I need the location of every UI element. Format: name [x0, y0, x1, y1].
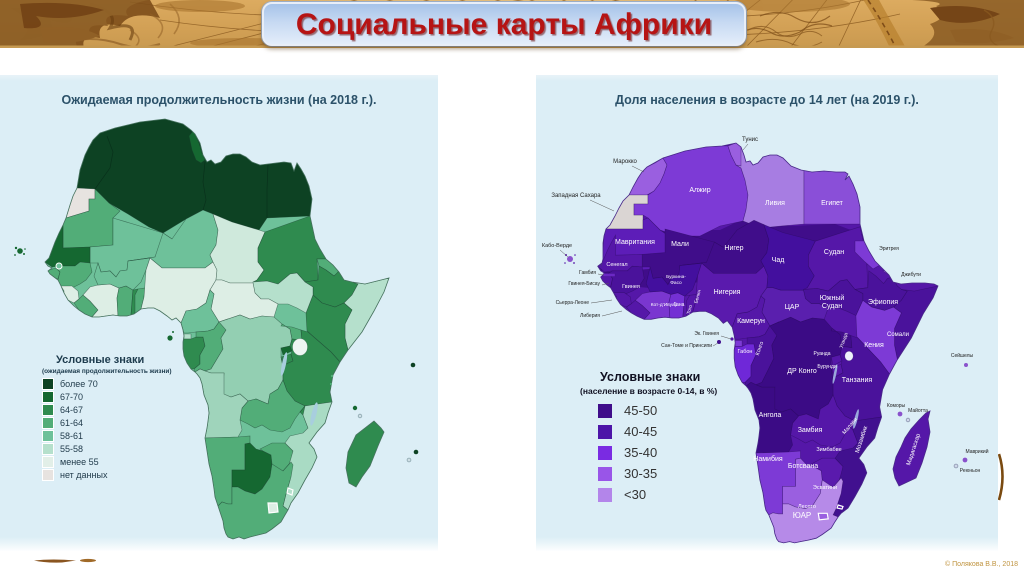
svg-text:Ангола: Ангола: [759, 412, 782, 419]
svg-text:Фасо: Фасо: [670, 280, 682, 286]
svg-text:Эсватини: Эсватини: [813, 485, 837, 491]
svg-text:Кот-д’Ивуар: Кот-д’Ивуар: [651, 302, 678, 308]
svg-text:Намибия: Намибия: [753, 455, 783, 463]
svg-text:Джибути: Джибути: [901, 272, 921, 278]
svg-text:Марокко: Марокко: [613, 159, 637, 165]
svg-text:Габон: Габон: [738, 349, 753, 355]
svg-text:Сомали: Сомали: [887, 332, 909, 338]
svg-text:Кения: Кения: [864, 342, 884, 349]
svg-text:Нигерия: Нигерия: [714, 289, 741, 296]
svg-text:Гамбия: Гамбия: [579, 270, 596, 276]
svg-text:ЦАР: ЦАР: [785, 304, 800, 311]
svg-text:Камерун: Камерун: [737, 318, 765, 325]
svg-text:Майотта: Майотта: [908, 407, 928, 414]
svg-text:Буркина-: Буркина-: [666, 274, 686, 280]
svg-text:Замбия: Замбия: [798, 426, 823, 434]
svg-text:Египет: Египет: [821, 200, 844, 207]
svg-text:Южный: Южный: [820, 294, 845, 302]
svg-text:Гана: Гана: [674, 302, 685, 308]
svg-text:Чад: Чад: [772, 257, 785, 264]
svg-text:Мавритания: Мавритания: [615, 239, 655, 246]
svg-text:Ботсвана: Ботсвана: [788, 463, 818, 470]
svg-text:Сан-Томе и Принсипи: Сан-Томе и Принсипи: [661, 343, 712, 349]
svg-text:Реюньон: Реюньон: [960, 468, 981, 474]
svg-text:Уганда: Уганда: [839, 332, 850, 349]
svg-text:Либерия: Либерия: [580, 313, 600, 319]
svg-text:Эк. Гвинея: Эк. Гвинея: [694, 331, 719, 337]
svg-text:Западная Сахара: Западная Сахара: [551, 193, 601, 199]
svg-text:Гвинея-Бисау: Гвинея-Бисау: [568, 281, 600, 287]
svg-text:Судан: Судан: [824, 249, 844, 256]
svg-text:Эфиопия: Эфиопия: [868, 299, 898, 306]
svg-text:Мали: Мали: [671, 241, 689, 248]
svg-text:Нигер: Нигер: [724, 245, 743, 252]
svg-text:Маврикий: Маврикий: [965, 448, 988, 455]
svg-text:Судан: Судан: [822, 303, 842, 310]
svg-text:Руанда: Руанда: [813, 351, 830, 357]
svg-text:Тунис: Тунис: [742, 137, 758, 143]
svg-text:Бурунди: Бурунди: [817, 364, 837, 370]
svg-text:Зимбабве: Зимбабве: [816, 447, 841, 453]
svg-text:Гвинея: Гвинея: [622, 284, 640, 290]
svg-text:Сьерра-Леоне: Сьерра-Леоне: [556, 300, 590, 306]
svg-text:Алжир: Алжир: [689, 187, 710, 194]
svg-text:Коморы: Коморы: [887, 403, 906, 409]
svg-text:Эритрея: Эритрея: [879, 246, 899, 252]
svg-text:Сенегал: Сенегал: [606, 262, 627, 268]
svg-text:Кабо-Верде: Кабо-Верде: [542, 243, 572, 249]
svg-text:ЮАР: ЮАР: [793, 511, 812, 520]
svg-text:Лесото: Лесото: [798, 504, 816, 510]
svg-text:ДР Конго: ДР Конго: [787, 368, 817, 375]
svg-text:Ливия: Ливия: [765, 200, 785, 207]
svg-text:Бенин: Бенин: [693, 289, 702, 304]
svg-text:Того: Того: [686, 304, 694, 315]
svg-text:Танзания: Танзания: [842, 377, 873, 384]
svg-text:Конго: Конго: [755, 341, 766, 356]
svg-text:Сейшелы: Сейшелы: [951, 352, 974, 359]
